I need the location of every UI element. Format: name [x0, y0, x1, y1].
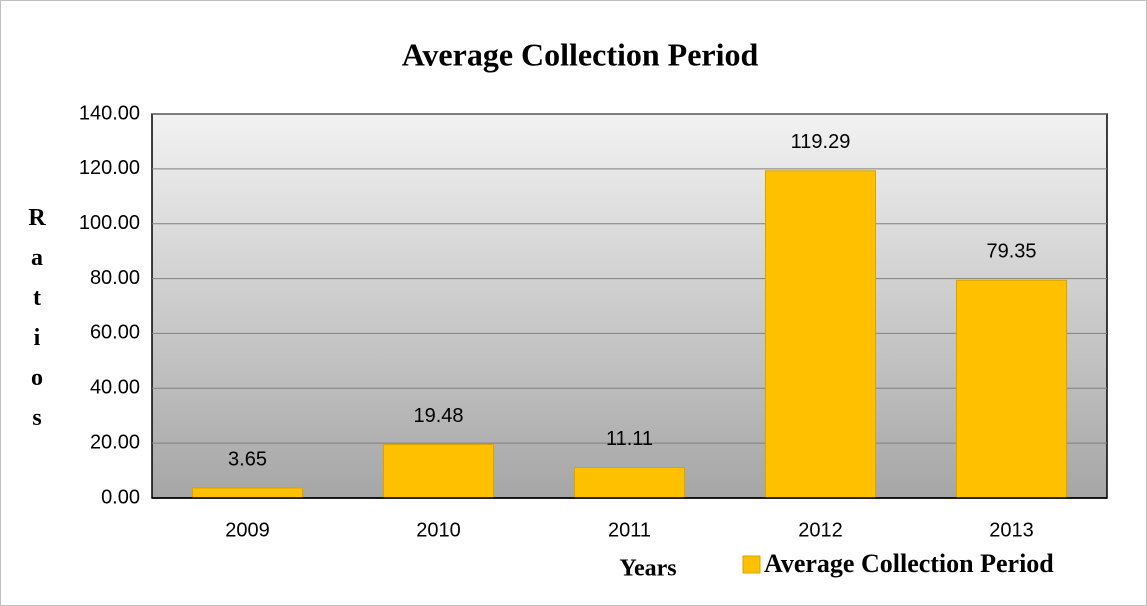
chart-title: Average Collection Period	[402, 36, 759, 72]
legend-label: Average Collection Period	[764, 549, 1054, 578]
y-axis-label: Ratios	[24, 205, 50, 445]
y-tick-label: 120.00	[79, 157, 140, 179]
y-tick-label: 80.00	[90, 267, 140, 289]
y-tick-label: 40.00	[90, 377, 140, 399]
data-label: 11.11	[606, 428, 653, 450]
y-tick-label: 20.00	[90, 431, 140, 453]
y-tick-label: 140.00	[79, 102, 140, 124]
data-label: 3.65	[228, 448, 267, 470]
x-axis-label: Years	[619, 556, 676, 582]
x-tick-label: 2009	[225, 519, 270, 541]
bar	[382, 444, 495, 499]
data-label: 19.48	[413, 405, 463, 427]
y-tick-label: 100.00	[79, 212, 140, 234]
x-tick-label: 2013	[989, 519, 1034, 541]
plot-area	[151, 113, 1108, 499]
data-label: 79.35	[986, 241, 1036, 263]
y-tick-label: 0.00	[101, 486, 140, 508]
bar	[191, 487, 304, 499]
y-tick-label: 60.00	[90, 322, 140, 344]
bar	[573, 467, 686, 499]
bar	[764, 170, 877, 499]
legend-swatch	[742, 555, 761, 574]
data-label: 119.29	[791, 131, 851, 153]
x-tick-label: 2011	[608, 519, 651, 541]
x-tick-label: 2010	[416, 519, 461, 541]
bar	[955, 279, 1068, 499]
x-tick-label: 2012	[798, 519, 843, 541]
